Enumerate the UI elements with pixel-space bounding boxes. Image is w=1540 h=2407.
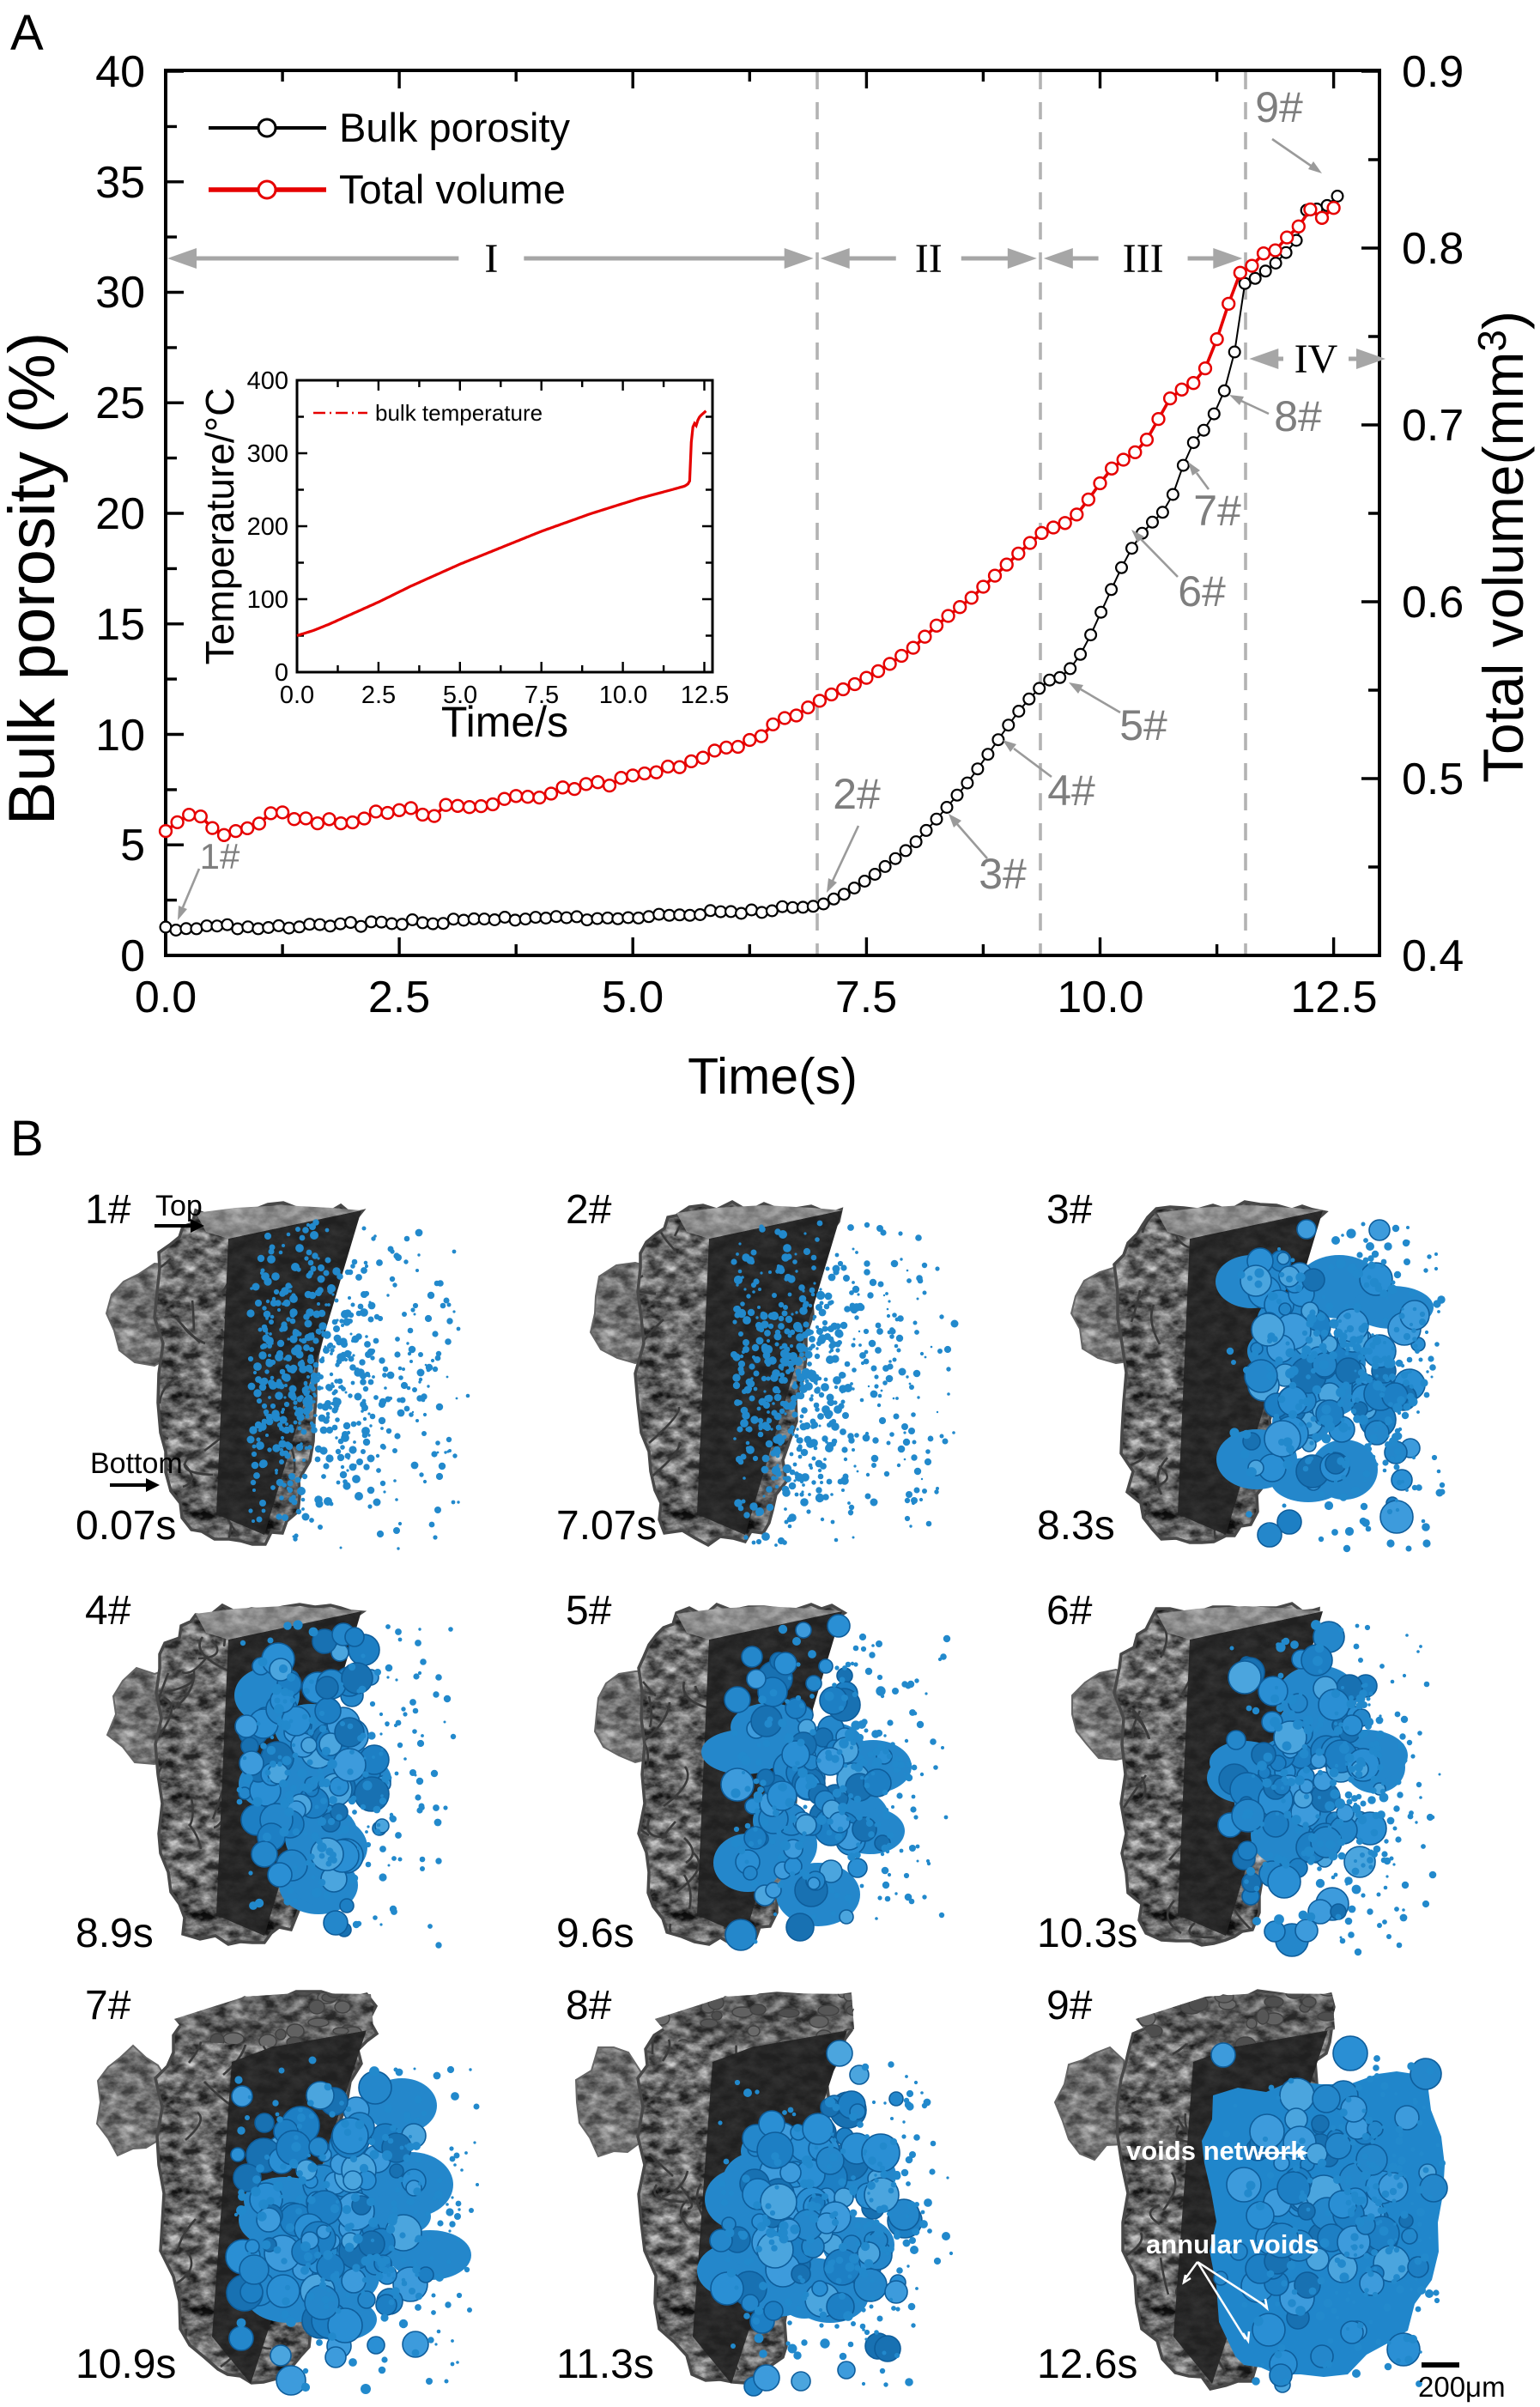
svg-text:11.3s: 11.3s bbox=[556, 2342, 654, 2387]
svg-text:15: 15 bbox=[95, 600, 145, 650]
svg-text:Bottom: Bottom bbox=[90, 1447, 183, 1480]
svg-text:0.07s: 0.07s bbox=[76, 1503, 176, 1549]
svg-text:12.5: 12.5 bbox=[681, 682, 729, 709]
svg-text:8.3s: 8.3s bbox=[1037, 1503, 1115, 1549]
svg-text:400: 400 bbox=[247, 367, 288, 395]
svg-text:3#: 3# bbox=[979, 850, 1027, 898]
svg-text:5#: 5# bbox=[1119, 701, 1167, 749]
svg-text:IV: IV bbox=[1294, 336, 1338, 382]
svg-text:35: 35 bbox=[95, 158, 145, 208]
svg-text:0.6: 0.6 bbox=[1402, 578, 1464, 628]
svg-text:7.07s: 7.07s bbox=[556, 1503, 657, 1549]
svg-text:10.9s: 10.9s bbox=[76, 2342, 176, 2387]
svg-text:0: 0 bbox=[275, 659, 288, 687]
svg-text:10: 10 bbox=[95, 711, 145, 761]
svg-text:10.0: 10.0 bbox=[599, 682, 647, 709]
svg-text:0.7: 0.7 bbox=[1402, 401, 1464, 451]
svg-text:Bulk porosity: Bulk porosity bbox=[339, 105, 571, 150]
svg-text:bulk temperature: bulk temperature bbox=[375, 400, 543, 426]
svg-text:7.5: 7.5 bbox=[524, 682, 559, 709]
svg-text:300: 300 bbox=[247, 440, 288, 468]
svg-text:0.4: 0.4 bbox=[1402, 931, 1464, 981]
svg-text:2.5: 2.5 bbox=[368, 973, 430, 1022]
svg-text:Total volume(mm3): Total volume(mm3) bbox=[1470, 311, 1535, 783]
svg-text:7#: 7# bbox=[85, 1983, 131, 2028]
svg-text:9.6s: 9.6s bbox=[556, 1911, 634, 1956]
svg-text:2#: 2# bbox=[833, 770, 881, 818]
svg-text:0.9: 0.9 bbox=[1402, 47, 1464, 97]
svg-text:B: B bbox=[10, 1111, 44, 1167]
svg-text:20: 20 bbox=[95, 489, 145, 539]
svg-text:2#: 2# bbox=[566, 1187, 612, 1233]
svg-text:0.0: 0.0 bbox=[280, 682, 314, 709]
svg-text:5.0: 5.0 bbox=[443, 682, 477, 709]
svg-text:8.9s: 8.9s bbox=[76, 1911, 154, 1956]
svg-text:7#: 7# bbox=[1193, 487, 1241, 535]
svg-text:Time(s): Time(s) bbox=[688, 1048, 858, 1105]
svg-text:I: I bbox=[484, 236, 498, 282]
svg-text:annular voids: annular voids bbox=[1146, 2229, 1319, 2259]
svg-text:5#: 5# bbox=[566, 1588, 612, 1634]
svg-text:9#: 9# bbox=[1046, 1983, 1093, 2028]
svg-text:6#: 6# bbox=[1046, 1588, 1093, 1634]
svg-text:Total volume: Total volume bbox=[339, 167, 566, 212]
svg-text:12.6s: 12.6s bbox=[1037, 2342, 1137, 2387]
svg-text:2.5: 2.5 bbox=[361, 682, 396, 709]
svg-text:3#: 3# bbox=[1046, 1187, 1093, 1233]
svg-text:0: 0 bbox=[120, 931, 145, 981]
svg-text:II: II bbox=[915, 236, 943, 282]
svg-text:100: 100 bbox=[247, 586, 288, 614]
svg-text:9#: 9# bbox=[1255, 83, 1303, 131]
svg-text:A: A bbox=[10, 5, 44, 61]
svg-text:III: III bbox=[1123, 236, 1164, 282]
svg-text:5: 5 bbox=[120, 821, 145, 870]
svg-text:200μm: 200μm bbox=[1418, 2371, 1506, 2403]
svg-text:6#: 6# bbox=[1178, 567, 1226, 615]
svg-text:voids network: voids network bbox=[1126, 2136, 1306, 2166]
svg-text:0.5: 0.5 bbox=[1402, 755, 1464, 804]
svg-text:10.0: 10.0 bbox=[1057, 973, 1143, 1022]
svg-text:Temperature/°C: Temperature/°C bbox=[197, 388, 242, 665]
svg-text:Time/s: Time/s bbox=[441, 698, 568, 746]
svg-text:4#: 4# bbox=[85, 1588, 131, 1634]
svg-text:1#: 1# bbox=[85, 1187, 131, 1233]
svg-text:5.0: 5.0 bbox=[602, 973, 664, 1022]
svg-text:0.0: 0.0 bbox=[135, 973, 197, 1022]
svg-text:4#: 4# bbox=[1047, 767, 1095, 815]
svg-text:Top: Top bbox=[155, 1190, 203, 1222]
svg-text:25: 25 bbox=[95, 379, 145, 428]
svg-text:12.5: 12.5 bbox=[1290, 973, 1377, 1022]
svg-text:1#: 1# bbox=[200, 836, 240, 876]
svg-text:200: 200 bbox=[247, 513, 288, 541]
svg-text:30: 30 bbox=[95, 268, 145, 318]
svg-text:7.5: 7.5 bbox=[835, 973, 897, 1022]
svg-text:40: 40 bbox=[95, 47, 145, 97]
svg-text:Bulk porosity (%): Bulk porosity (%) bbox=[0, 332, 69, 825]
svg-text:8#: 8# bbox=[566, 1983, 612, 2028]
svg-text:10.3s: 10.3s bbox=[1037, 1911, 1137, 1956]
svg-text:8#: 8# bbox=[1274, 392, 1322, 440]
svg-text:0.8: 0.8 bbox=[1402, 224, 1464, 274]
